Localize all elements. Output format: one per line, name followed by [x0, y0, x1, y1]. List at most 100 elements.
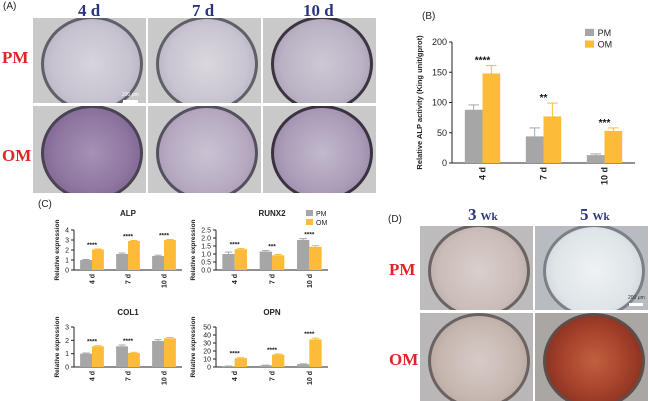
bar-pm	[525, 136, 544, 163]
bar-pm	[586, 155, 605, 163]
scale-bar	[123, 100, 138, 103]
panel-d-col-3wk: 3 Wk	[468, 205, 498, 225]
panel-d-col-3wk-unit: Wk	[480, 211, 498, 223]
bar-om	[128, 241, 140, 270]
chart-c-col1: COL1 0 1 2 3 Relative expression 4 d **** 7 d ***…	[54, 308, 182, 385]
bar-om	[309, 339, 322, 367]
y-tick-label: 1	[65, 351, 69, 358]
y-tick-label: 2.5	[201, 227, 211, 234]
legend-swatch-om	[306, 219, 313, 225]
bar-om	[272, 354, 285, 367]
panel-a-row-om: OM	[2, 146, 32, 165]
y-tick-label: 0.0	[201, 267, 211, 274]
bar-pm	[259, 251, 272, 270]
bar-pm	[152, 341, 164, 367]
y-tick-label: 10	[203, 356, 211, 363]
bar-om	[482, 73, 501, 163]
significance-marker: ****	[475, 56, 491, 67]
x-tick-label: 10 d	[307, 371, 314, 385]
y-tick-label: 0	[65, 267, 69, 274]
photo-om-4d	[33, 106, 146, 193]
x-tick-label: 4 d	[89, 371, 96, 381]
x-tick-label: 7 d	[269, 274, 276, 284]
y-axis-label: Relative expression	[190, 219, 197, 280]
photo-om-10d	[263, 106, 376, 193]
y-tick-label: 0.5	[201, 259, 211, 266]
photo-pm-10d	[263, 18, 376, 103]
bar-pm	[222, 366, 235, 367]
y-tick-label: 3	[65, 237, 69, 244]
panel-c-label: (C)	[38, 199, 52, 210]
y-tick-label: 1.0	[201, 251, 211, 258]
bar-om	[164, 240, 176, 270]
y-tick-label: 2	[65, 338, 69, 345]
significance-marker: ****	[87, 339, 98, 346]
y-axis-label: Relative expression	[54, 316, 61, 377]
y-tick-label: 50	[437, 128, 447, 138]
bar-om	[234, 358, 247, 367]
x-tick-label: 10 d	[161, 371, 168, 385]
chart-b: 0 50 100 150 200 Relative ALP activity (King …	[415, 28, 635, 185]
x-tick-label: 4 d	[232, 371, 239, 381]
y-tick-label: 50	[203, 324, 211, 331]
legend-label-pm: PM	[316, 211, 327, 218]
bar-pm	[222, 254, 235, 270]
x-tick-label: 7 d	[539, 167, 549, 180]
significance-marker: **	[540, 93, 548, 104]
panel-a-col-7d: 7 d	[192, 1, 215, 20]
y-axis-label: Relative ALP activity (King unit/gprot)	[415, 35, 424, 170]
legend-label-pm: PM	[598, 28, 612, 38]
photo-om-7d	[148, 106, 261, 193]
photo-d-om-5wk	[535, 313, 648, 401]
bar-om	[164, 338, 176, 367]
scale-bar-d-text: 200 μm	[628, 295, 645, 301]
y-tick-label: 0	[207, 364, 211, 371]
bar-om	[272, 255, 285, 270]
bar-pm	[80, 260, 92, 270]
bar-om	[128, 353, 140, 367]
bar-om	[309, 246, 322, 270]
bar-pm	[116, 254, 128, 270]
y-tick-label: 20	[203, 348, 211, 355]
significance-marker: ****	[87, 242, 98, 249]
bar-pm	[464, 109, 483, 163]
x-tick-label: 7 d	[269, 371, 276, 381]
bar-pm	[116, 346, 128, 367]
y-axis-label: Relative expression	[54, 219, 61, 280]
y-tick-label: 0	[442, 158, 447, 168]
x-tick-label: 7 d	[125, 274, 132, 284]
photo-d-pm-5wk: 200 μm	[535, 226, 648, 310]
chart-c-alp: ALP 0 1 2 3 4 Relative expression 4 d **** 7 d ***…	[54, 209, 182, 288]
legend-swatch-om	[585, 40, 594, 48]
chart-title: ALP	[120, 209, 137, 218]
y-tick-label: 4	[65, 227, 69, 234]
bar-om	[543, 116, 562, 163]
bar-om	[234, 249, 247, 270]
panel-a-col-10d: 10 d	[303, 1, 334, 20]
x-tick-label: 10 d	[307, 274, 314, 288]
photo-d-pm-3wk	[420, 226, 533, 310]
y-tick-label: 200	[432, 37, 447, 47]
panel-d-row-pm: PM	[389, 260, 416, 279]
bar-om	[604, 130, 623, 163]
panel-d-col-3wk-num: 3	[468, 205, 477, 224]
bar-pm	[259, 365, 272, 367]
y-tick-label: 2	[65, 247, 69, 254]
panel-d-row-om: OM	[389, 350, 419, 369]
scale-bar-d	[629, 303, 643, 306]
panel-d-label: (D)	[388, 214, 402, 225]
panel-a-label: (A)	[3, 1, 17, 12]
bar-pm	[152, 256, 164, 270]
y-tick-label: 40	[203, 332, 211, 339]
legend-label-om: OM	[316, 220, 327, 227]
bar-om	[92, 346, 104, 367]
significance-marker: ***	[599, 118, 611, 129]
significance-marker: ***	[268, 244, 276, 251]
legend-swatch-pm	[585, 28, 594, 36]
y-tick-label: 150	[432, 67, 447, 77]
photo-pm-4d: 200 μm	[33, 18, 146, 103]
panel-d-col-5wk: 5 Wk	[580, 205, 610, 225]
significance-marker: ****	[304, 232, 315, 239]
bar-pm	[80, 353, 92, 367]
y-tick-label: 30	[203, 340, 211, 347]
